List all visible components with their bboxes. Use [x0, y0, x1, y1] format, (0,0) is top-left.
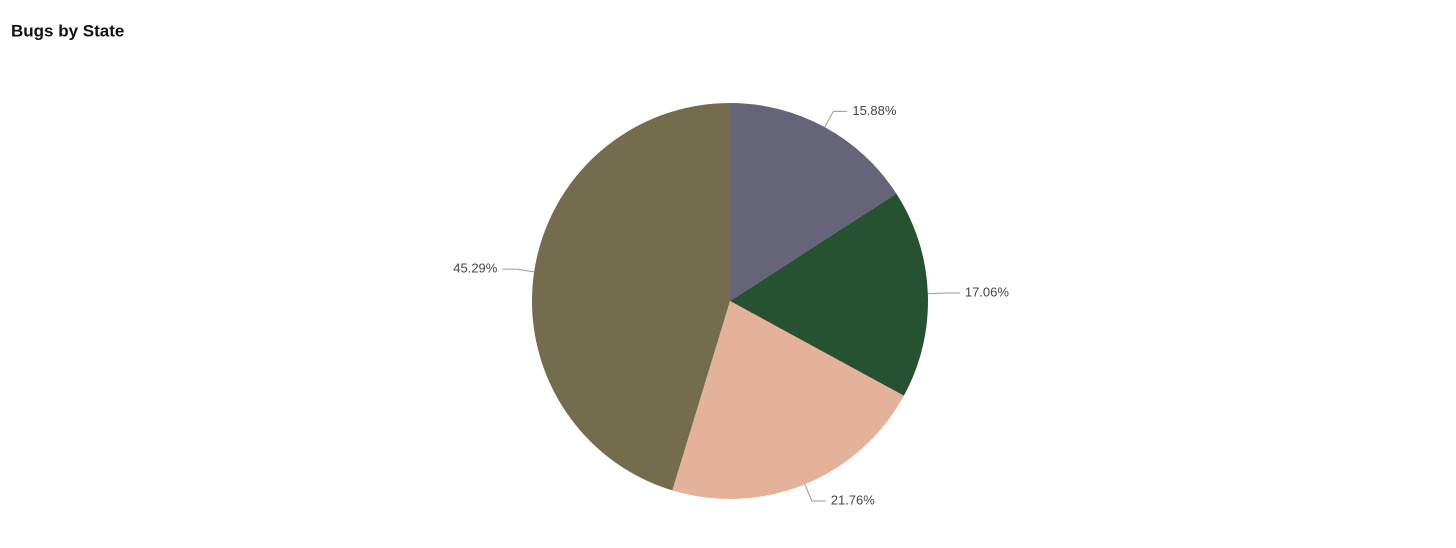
data-label: 21.76%: [831, 492, 876, 507]
pie-slice: [730, 193, 929, 396]
pie-slice: [531, 103, 730, 491]
leader-line: [804, 484, 826, 502]
data-label: 45.29%: [453, 261, 498, 276]
pie-slice: [730, 103, 897, 301]
data-label: 15.88%: [852, 103, 897, 118]
data-label: 17.06%: [965, 284, 1010, 299]
chart-title: Bugs by State: [11, 21, 124, 40]
leader-line: [502, 268, 535, 273]
leader-line: [927, 292, 960, 295]
pie-slice: [672, 301, 904, 499]
leader-line: [824, 110, 848, 128]
